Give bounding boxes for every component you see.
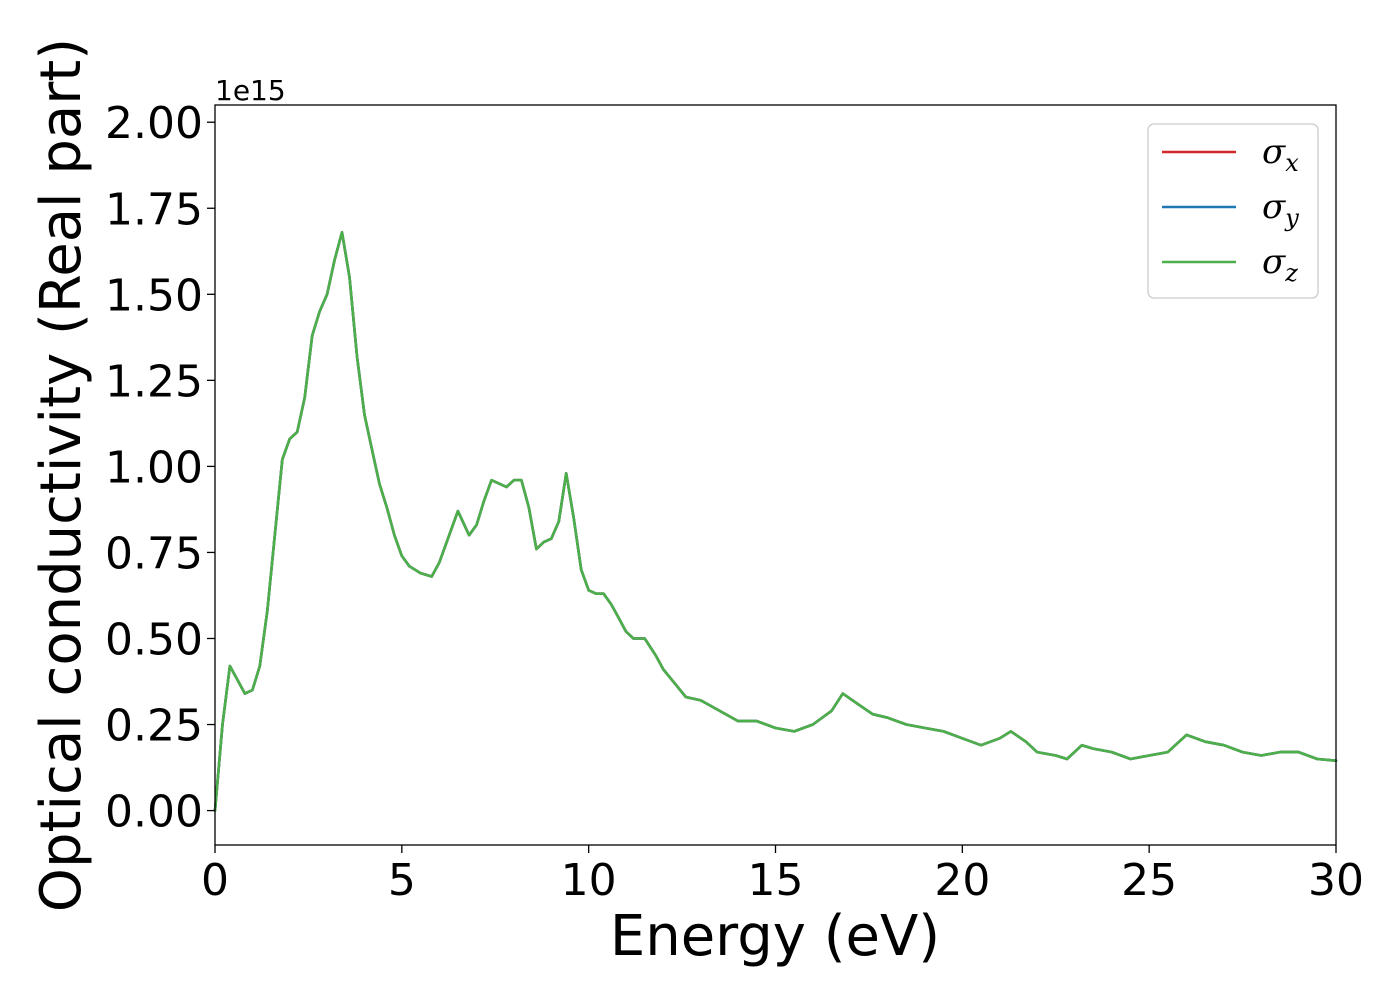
y-tick-label: 0.50 — [105, 614, 203, 665]
y-tick-label: 2.00 — [105, 98, 203, 149]
legend-label-x: σx — [1262, 132, 1299, 177]
x-tick-label: 30 — [1308, 855, 1364, 906]
y-tick-label: 1.75 — [105, 184, 203, 235]
x-tick-label: 10 — [561, 855, 617, 906]
y-tick-label: 1.00 — [105, 442, 203, 493]
y-axis: 0.00 0.25 0.50 0.75 1.00 1.25 1.50 1.75 2.00 — [105, 98, 215, 838]
legend-label-z: σz — [1262, 242, 1298, 287]
x-tick-label: 15 — [748, 855, 804, 906]
y-axis-title: Optical conductivity (Real part) — [29, 38, 94, 912]
legend: σx σy σz — [1147, 123, 1319, 299]
y-tick-label: 0.25 — [105, 701, 203, 752]
x-axis-title: Energy (eV) — [610, 904, 940, 969]
y-tick-label: 0.00 — [105, 787, 203, 838]
y-tick-label: 0.75 — [105, 528, 203, 579]
series-layer — [213, 231, 1338, 812]
legend-label-y: σy — [1262, 187, 1299, 232]
y-tick-label: 1.25 — [105, 356, 203, 407]
legend-box — [1147, 123, 1319, 299]
x-tick-label: 0 — [201, 855, 229, 906]
x-tick-label: 25 — [1121, 855, 1177, 906]
x-axis: 0 5 10 15 20 25 30 — [201, 845, 1364, 906]
plot-area — [213, 104, 1338, 846]
x-tick-label: 5 — [388, 855, 416, 906]
y-tick-label: 1.50 — [105, 270, 203, 321]
x-tick-label: 20 — [934, 855, 990, 906]
y-axis-offset-text: 1e15 — [215, 74, 286, 107]
series-line-z — [213, 231, 1338, 812]
